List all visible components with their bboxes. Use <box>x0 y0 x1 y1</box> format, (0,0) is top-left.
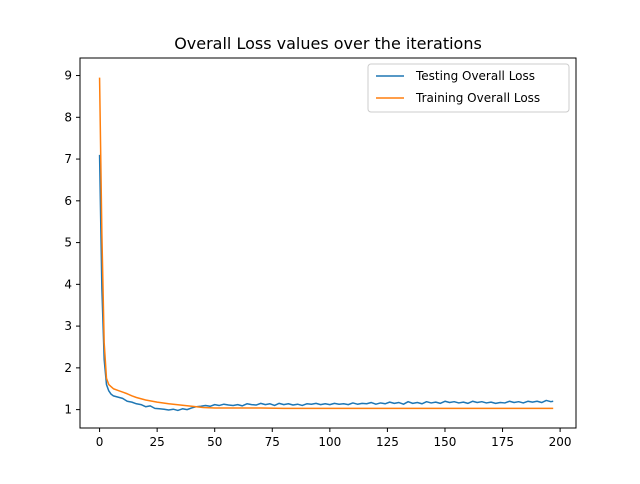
y-tick-label: 2 <box>64 361 72 375</box>
series-layer <box>98 77 554 412</box>
series-line-0 <box>98 154 554 412</box>
x-tick-label: 0 <box>96 435 104 449</box>
x-tick-label: 100 <box>318 435 341 449</box>
y-tick-label: 9 <box>64 69 72 83</box>
legend-box <box>367 63 570 113</box>
x-tick-label: 75 <box>265 435 280 449</box>
x-tick-label: 50 <box>207 435 222 449</box>
y-tick-label: 5 <box>64 236 72 250</box>
y-tick-label: 7 <box>64 152 72 166</box>
legend-label-1: Training Overall Loss <box>415 91 540 105</box>
x-tick-label: 125 <box>376 435 399 449</box>
y-tick-label: 8 <box>64 110 72 124</box>
y-tick-label: 6 <box>64 194 72 208</box>
x-tick-label: 200 <box>549 435 572 449</box>
x-tick-label: 175 <box>491 435 514 449</box>
y-tick-label: 3 <box>64 319 72 333</box>
series-line-1 <box>98 77 554 410</box>
legend: Testing Overall Loss Training Overall Los… <box>367 63 570 113</box>
chart-title: Overall Loss values over the iterations <box>174 34 482 53</box>
y-tick-label: 1 <box>64 403 72 417</box>
y-tick-label: 4 <box>64 277 72 291</box>
x-tick-label: 25 <box>149 435 164 449</box>
plot-area <box>80 58 576 428</box>
legend-label-0: Testing Overall Loss <box>415 69 535 83</box>
axes-layer: 0 25 50 75 100 125 150 175 200 1 2 3 4 5 6 7 8 9 <box>64 57 577 449</box>
x-tick-label: 150 <box>434 435 457 449</box>
